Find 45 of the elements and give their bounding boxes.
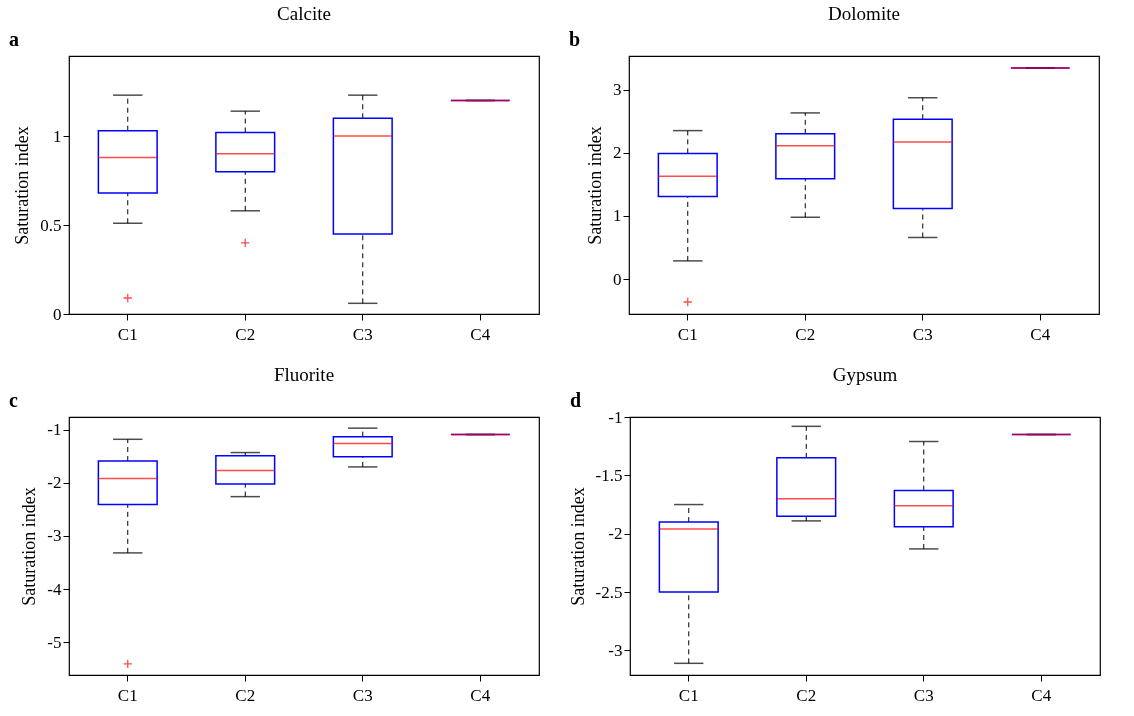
x-tick-label: C3 <box>913 685 934 705</box>
y-axis-title: Saturation index <box>19 487 40 606</box>
x-tick-label: C4 <box>470 685 491 705</box>
x-tick-label: C2 <box>795 324 816 344</box>
x-tick-label: C3 <box>912 324 933 344</box>
text: a <box>9 28 19 50</box>
y-tick-label: 1 <box>53 126 62 146</box>
x-tick-label: C1 <box>678 685 699 705</box>
y-tick-label: -2 <box>608 524 623 544</box>
chart-title: Calcite <box>277 3 331 24</box>
y-tick-label: -2.5 <box>595 582 623 602</box>
y-tick-label: -1 <box>47 420 62 440</box>
chart-title: Fluorite <box>273 364 335 385</box>
y-tick-label: -4 <box>47 579 62 599</box>
x-tick-label: C1 <box>117 685 138 705</box>
y-axis-title: Saturation index <box>585 126 605 245</box>
x-tick-label: C2 <box>796 685 817 705</box>
x-tick-label: C1 <box>117 324 138 344</box>
y-tick-label: -5 <box>47 632 62 652</box>
x-tick-label: C2 <box>235 685 256 705</box>
y-tick-label: -2 <box>47 473 62 493</box>
x-tick-label: C3 <box>352 324 373 344</box>
x-tick-label: C3 <box>352 685 373 705</box>
chart-title: Dolomite <box>828 3 900 24</box>
x-tick-label: C2 <box>235 324 256 344</box>
y-tick-label: -1.5 <box>595 465 623 485</box>
y-tick-label: 0.5 <box>40 215 62 235</box>
y-tick-label: -3 <box>47 526 62 546</box>
x-tick-label: C4 <box>470 324 491 344</box>
text: c <box>9 389 18 411</box>
text: d <box>570 389 582 411</box>
text: b <box>569 28 581 50</box>
y-tick-label: 3 <box>613 80 622 100</box>
y-tick-label: 0 <box>613 269 622 289</box>
y-tick-label: -1 <box>608 407 623 427</box>
x-tick-label: C4 <box>1030 324 1051 344</box>
y-tick-label: 1 <box>613 206 622 226</box>
y-tick-label: 2 <box>613 143 622 163</box>
y-tick-label: -3 <box>608 640 623 660</box>
chart-title: Gypsum <box>832 364 898 385</box>
y-tick-label: 0 <box>53 304 62 324</box>
y-axis-title: Saturation index <box>567 487 588 606</box>
x-tick-label: C4 <box>1031 685 1052 705</box>
y-axis-title: Saturation index <box>12 126 33 245</box>
x-tick-label: C1 <box>677 324 698 344</box>
